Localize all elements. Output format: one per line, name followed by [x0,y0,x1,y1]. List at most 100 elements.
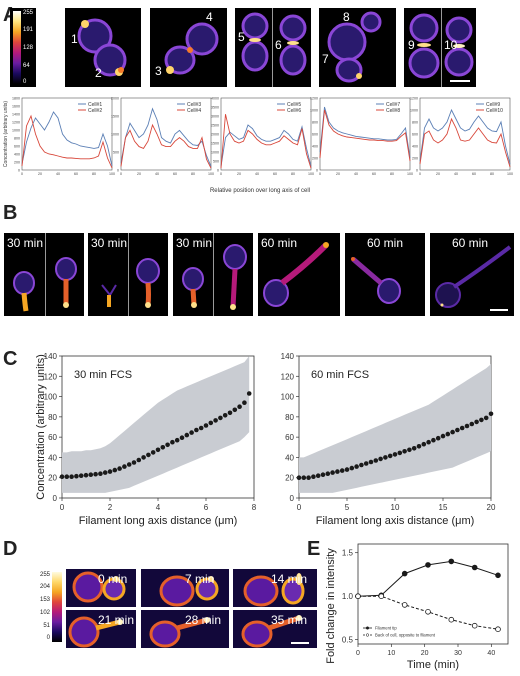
series-line [419,108,511,165]
legend-entry: Cell#5 [287,102,301,108]
data-point [392,452,398,457]
data-point [495,626,501,632]
x-tick-label: 100 [208,172,214,176]
data-point [69,474,74,479]
micrograph-b2: 30 min [88,233,168,316]
y-tick-label: 80 [285,413,294,422]
series-line [220,124,312,167]
subplot-frame [319,97,411,171]
y-tick-label: 4000 [211,97,219,101]
data-point [179,435,185,440]
micrograph-b5: 60 min [345,233,425,316]
data-point [165,442,170,448]
cell-image [72,571,126,603]
data-point [378,593,385,599]
x-tick-label: 40 [56,172,60,176]
data-point [416,444,422,449]
legend-entry: Cell#4 [187,108,201,114]
series-line [120,123,212,169]
subplot-frame [120,97,212,171]
y-tick-label: 120 [44,372,58,381]
x-tick-label: 6 [204,503,209,512]
x-axis-label: Filament long axis distance (μm) [79,515,238,527]
x-tick-label: 0 [319,172,321,176]
y-tick-label: 1200 [410,97,418,101]
series-line [220,114,312,169]
data-point [160,445,166,450]
cell-image [159,575,219,607]
x-axis-label: Filament long axis distance (μm) [316,515,475,527]
x-tick-label: 40 [354,172,358,176]
x-tick-label: 100 [308,172,314,176]
subplot-frame [419,97,511,171]
data-point [335,469,340,474]
y-tick-label: 1500 [111,115,119,119]
micrograph-b4: 60 min [258,233,340,316]
y-tick-label: 200 [312,157,318,161]
data-point [425,562,431,568]
cell-image [435,245,512,308]
cell-image [101,258,160,308]
y-tick-label: 1000 [211,151,219,155]
x-axis-label: Relative position over long axis of cell [210,188,310,194]
x-tick-label: 60 [372,172,376,176]
y-tick-label: 800 [14,137,20,141]
time-label: 21 min [98,613,135,627]
legend-entry: Cell#1 [88,102,102,108]
data-point [246,391,252,396]
panel-divider [213,233,214,316]
cell-number: 6 [275,38,282,52]
x-tick-label: 30 [454,650,462,657]
colormap-a: 255 191 128 64 0 [10,8,36,87]
y-tick-label: 1400 [12,113,20,117]
data-point [78,473,84,478]
data-point [471,564,478,571]
time-label: 14 min [271,572,308,586]
cell-image [351,257,401,304]
series-line [419,117,511,168]
x-tick-label: 60 [273,172,277,176]
legend-entry: Cell#2 [88,108,102,114]
x-tick-label: 40 [155,172,159,176]
data-point [194,427,199,433]
y-tick-label: 120 [281,372,295,381]
data-point [495,572,501,579]
cell-image [182,244,247,310]
data-point [112,467,118,473]
time-label: 60 min [261,236,298,250]
y-tick-label: 0 [53,494,58,503]
scale-bar [490,309,508,311]
micrograph-d5: 28 min [141,610,229,648]
y-tick-label: 200 [14,161,20,165]
x-tick-label: 20 [436,172,440,176]
data-point [325,471,331,476]
colormap-d-ticks: 255 204 153 102 51 0 [26,572,50,642]
data-point [74,473,79,479]
y-tick-label: 0 [290,494,295,503]
y-tick-label: 1000 [12,129,20,133]
data-point [237,404,242,409]
colormap-a-tick: 64 [23,63,30,69]
colormap-d: 255 204 153 102 51 0 [26,572,64,642]
time-label: 7 min [185,572,215,586]
data-point [435,435,441,441]
cell-number: 9 [408,38,415,52]
data-point [141,455,146,460]
cell-number: 10 [444,38,458,52]
y-tick-label: 2500 [211,124,219,128]
cell-number: 4 [206,10,213,24]
cell-image [243,573,305,607]
y-tick-label: 80 [48,413,57,422]
data-point [126,462,132,467]
panel-letter-b: B [3,202,18,224]
y-tick-label: 600 [14,145,20,149]
x-tick-label: 0 [120,172,122,176]
cell-image [263,242,329,307]
cell-number: 3 [155,64,162,78]
micrograph-a1: 1 2 [65,8,141,87]
colormap-d-tick: 204 [39,584,50,590]
micrograph-b6: 60 min [430,233,514,316]
data-point [102,470,108,475]
time-label: 28 min [185,613,222,627]
x-tick-label: 20 [336,172,340,176]
